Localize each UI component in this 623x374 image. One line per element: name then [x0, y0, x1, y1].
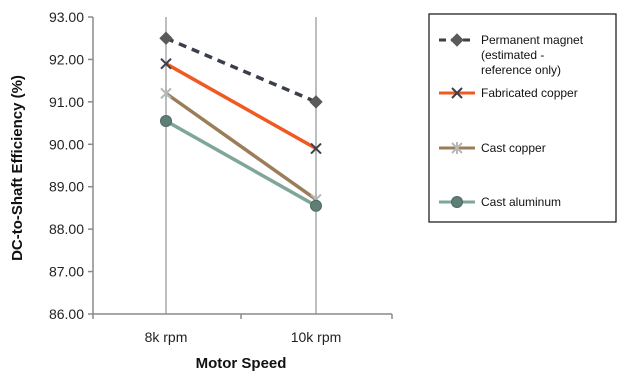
x-tick-label: 8k rpm [145, 329, 188, 345]
legend-label: Permanent magnet [481, 33, 584, 47]
x-tick-label: 10k rpm [291, 329, 342, 345]
legend-entry-3: Cast copper [439, 141, 546, 155]
legend-entry-2: Fabricated copper [439, 86, 578, 100]
series-3 [160, 87, 322, 206]
data-point [160, 87, 172, 100]
legend-box [428, 13, 617, 223]
data-point [160, 57, 172, 70]
y-tick-label: 90.00 [49, 136, 84, 152]
y-tick-label: 86.00 [49, 306, 84, 322]
series-line [165, 62, 317, 151]
series-2 [160, 57, 322, 155]
data-point [310, 142, 322, 155]
x-tick-labels: 8k rpm 10k rpm [145, 329, 342, 345]
legend-label: Fabricated copper [481, 86, 578, 100]
series-group [159, 31, 323, 212]
y-tick-label: 88.00 [49, 221, 84, 237]
series-line [165, 119, 317, 208]
data-point [159, 31, 173, 45]
y-tick-label: 92.00 [49, 51, 84, 67]
legend-marker [450, 33, 464, 47]
axes [88, 16, 393, 319]
legend-entry-4: Cast aluminum [439, 195, 561, 209]
legend-marker [451, 196, 463, 208]
grid-lines [165, 17, 317, 314]
data-point [309, 95, 323, 109]
y-tick-label: 91.00 [49, 94, 84, 110]
y-tick-label: 93.00 [49, 9, 84, 25]
legend-marker [451, 142, 463, 154]
series-line [165, 36, 317, 104]
legend-label: (estimated - [481, 48, 544, 62]
series-line [164, 91, 318, 201]
legend-label: Cast copper [481, 141, 546, 155]
series-4 [160, 114, 322, 212]
legend: Permanent magnet(estimated -reference on… [428, 13, 617, 223]
series-1 [159, 31, 323, 109]
x-axis-label: Motor Speed [196, 355, 287, 372]
y-tick-label: 89.00 [49, 179, 84, 195]
legend-label: Cast aluminum [481, 195, 561, 209]
data-point [310, 199, 322, 212]
legend-label: reference only) [481, 63, 561, 77]
y-tick-label: 87.00 [49, 264, 84, 280]
y-tick-labels: 86.00 87.00 88.00 89.00 90.00 91.00 92.00 93.00 [49, 9, 84, 322]
y-axis-label: DC-to-Shaft Efficiency (%) [9, 75, 26, 261]
data-point [160, 114, 172, 127]
legend-entry-1: Permanent magnet(estimated -reference on… [439, 33, 584, 77]
legend-marker [451, 87, 463, 99]
